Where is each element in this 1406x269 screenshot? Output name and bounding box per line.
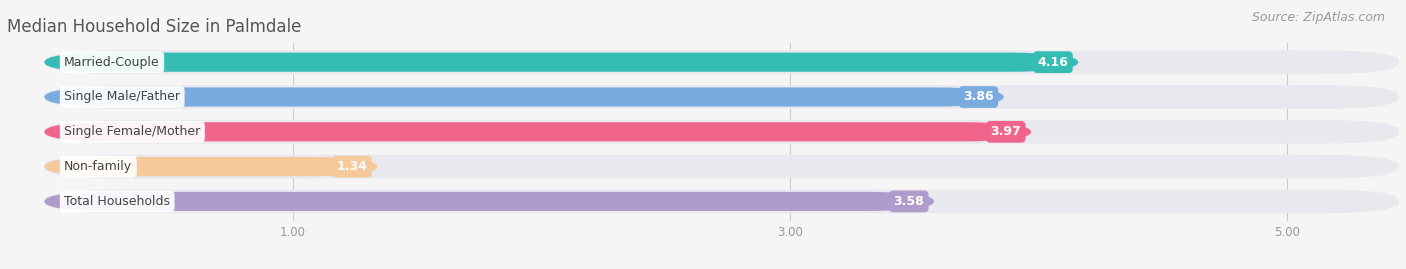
FancyBboxPatch shape — [45, 50, 1399, 74]
Text: Single Male/Father: Single Male/Father — [65, 90, 180, 104]
Text: 4.16: 4.16 — [1038, 56, 1069, 69]
FancyBboxPatch shape — [45, 87, 1004, 107]
Text: Non-family: Non-family — [65, 160, 132, 173]
FancyBboxPatch shape — [45, 53, 1078, 72]
FancyBboxPatch shape — [45, 122, 1031, 141]
Text: 3.97: 3.97 — [990, 125, 1021, 138]
Text: 3.58: 3.58 — [893, 195, 924, 208]
FancyBboxPatch shape — [45, 192, 934, 211]
Text: 1.34: 1.34 — [336, 160, 367, 173]
FancyBboxPatch shape — [45, 190, 1399, 213]
FancyBboxPatch shape — [45, 157, 377, 176]
FancyBboxPatch shape — [45, 85, 1399, 109]
Text: Single Female/Mother: Single Female/Mother — [65, 125, 201, 138]
Text: Married-Couple: Married-Couple — [65, 56, 160, 69]
Text: Total Households: Total Households — [65, 195, 170, 208]
Text: 3.86: 3.86 — [963, 90, 994, 104]
FancyBboxPatch shape — [45, 120, 1399, 144]
Text: Median Household Size in Palmdale: Median Household Size in Palmdale — [7, 18, 301, 36]
Text: Source: ZipAtlas.com: Source: ZipAtlas.com — [1251, 11, 1385, 24]
FancyBboxPatch shape — [45, 155, 1399, 178]
